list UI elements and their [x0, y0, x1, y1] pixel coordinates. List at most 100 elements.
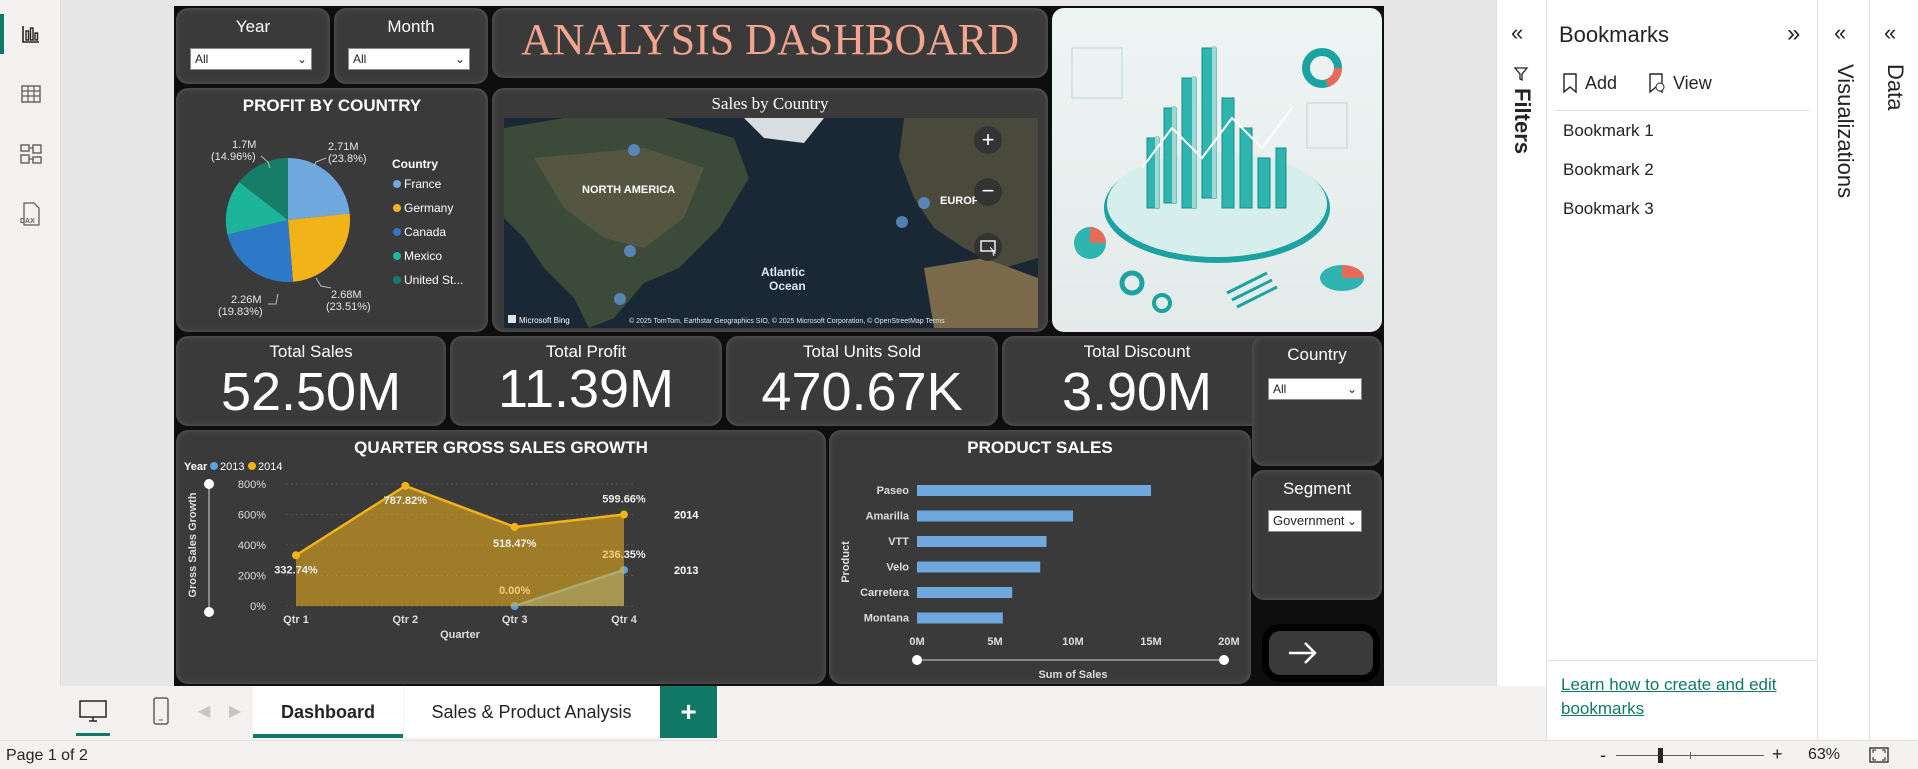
page-tab-bar: ◀ ▶ Dashboard Sales & Product Analysis +	[61, 686, 1496, 738]
pie-slice-mexico[interactable]	[225, 182, 288, 235]
sales-by-country-card: Sales by Country NORTH AMERICA EUROP Atl…	[492, 88, 1048, 332]
map-zoom-out-button[interactable]: −	[974, 178, 1002, 206]
expand-visualizations-icon[interactable]: «	[1834, 20, 1847, 45]
zoom-slider-thumb[interactable]	[1658, 748, 1663, 763]
profit-pie-chart: 2.71M (23.8%) 2.68M (23.51%) 2.26M (19.8…	[211, 139, 463, 318]
bar-category-label: Amarilla	[866, 511, 910, 523]
country-dropdown-value: All	[1273, 382, 1287, 396]
pie-slice-france[interactable]	[288, 158, 350, 220]
chevron-down-icon: ⌄	[296, 52, 307, 66]
kpi-total-discount: Total Discount 3.90M	[1002, 336, 1272, 426]
month-slicer: Month All ⌄	[334, 8, 488, 84]
pie-label-value: 2.26M	[231, 294, 262, 306]
add-page-button[interactable]: +	[660, 686, 717, 738]
country-slicer: Country All ⌄	[1252, 336, 1382, 466]
next-tab-icon[interactable]: ▶	[229, 703, 242, 720]
bookmark-item[interactable]: Bookmark 2	[1563, 160, 1654, 179]
zoom-slider[interactable]	[1616, 748, 1764, 763]
kpi-title: Total Sales	[269, 342, 353, 361]
bookmark-item[interactable]: Bookmark 3	[1563, 199, 1654, 218]
tab-dashboard[interactable]: Dashboard	[253, 686, 403, 738]
bar-category-label: Carretera	[860, 587, 910, 599]
x-axis-label: Sum of Sales	[1038, 669, 1107, 681]
segment-dropdown[interactable]: Government ⌄	[1268, 510, 1362, 532]
dashboard-title: ANALYSIS DASHBOARD	[492, 8, 1048, 78]
chevron-down-icon: ⌄	[454, 52, 465, 66]
pie-label-pct: (23.8%)	[328, 153, 367, 165]
map-zoom-in-button[interactable]: +	[974, 126, 1002, 154]
pie-label-value: 2.71M	[328, 141, 359, 153]
model-view-icon[interactable]	[14, 137, 48, 171]
month-dropdown-value: All	[353, 52, 367, 66]
pie-slice-canada[interactable]	[227, 220, 293, 283]
map-select-button[interactable]	[974, 233, 1002, 261]
add-bookmark-button[interactable]: Add	[1561, 72, 1617, 94]
y-tick-label: 800%	[238, 479, 266, 491]
report-page: Year All ⌄ Month All ⌄ ANALYSIS DASHBOAR…	[174, 6, 1384, 686]
y-tick-label: 600%	[238, 510, 266, 522]
country-dropdown[interactable]: All ⌄	[1268, 378, 1362, 400]
map-label-europe: EUROP	[940, 195, 979, 207]
next-page-button[interactable]	[1262, 624, 1380, 682]
legend-item-germany: Germany	[404, 201, 453, 215]
bar-amarilla	[917, 510, 1073, 522]
pie-label-pct: (19.83%)	[218, 306, 263, 318]
expand-filters-icon[interactable]: «	[1511, 20, 1524, 45]
bookmark-item[interactable]: Bookmark 1	[1563, 121, 1654, 140]
data-label: 332.74%	[274, 564, 318, 576]
map-label-ocean: Ocean	[769, 279, 806, 293]
bar-category-label: Montana	[864, 613, 910, 625]
profit-by-country-title: PROFIT BY COUNTRY	[242, 96, 422, 115]
x-tick-label: 15M	[1140, 636, 1161, 648]
learn-bookmarks-link[interactable]: Learn how to create and edit bookmarks	[1561, 675, 1777, 718]
bar-paseo	[917, 485, 1151, 496]
x-range-slider-handle	[912, 655, 922, 665]
bookmarks-title: Bookmarks	[1559, 22, 1670, 47]
table-view-icon[interactable]	[14, 77, 48, 111]
product-sales-chart: Paseo Amarilla VTT Velo Carretera Montana Prod…	[840, 485, 1240, 681]
data-label: 518.47%	[493, 538, 537, 550]
pie-label-value: 2.68M	[331, 289, 362, 301]
bar-vtt	[917, 536, 1047, 547]
expand-data-icon[interactable]: «	[1884, 20, 1897, 45]
zoom-in-button[interactable]: +	[1772, 744, 1783, 764]
filters-pane[interactable]: « Filters	[1496, 0, 1546, 686]
month-dropdown[interactable]: All ⌄	[348, 48, 470, 70]
pie-slice-united-states[interactable]	[239, 158, 288, 220]
data-label: 787.82%	[384, 495, 428, 507]
legend-item-mexico: Mexico	[404, 249, 442, 263]
x-tick-label: 0M	[909, 636, 924, 648]
month-slicer-label: Month	[387, 17, 435, 36]
kpi-total-profit: Total Profit 11.39M	[450, 336, 722, 426]
fit-to-page-icon[interactable]	[1868, 746, 1890, 769]
product-sales-title: PRODUCT SALES	[967, 438, 1113, 457]
data-label: Data	[1883, 64, 1908, 111]
dax-query-icon[interactable]: DAX	[14, 197, 48, 231]
series-end-label: 2014	[674, 510, 699, 522]
y-tick-label: 0%	[250, 601, 266, 613]
tab-sales-product-analysis[interactable]: Sales & Product Analysis	[404, 686, 659, 738]
data-point	[401, 481, 410, 490]
pie-slice-germany[interactable]	[288, 213, 351, 282]
kpi-total-units-sold: Total Units Sold 470.67K	[726, 336, 998, 426]
data-pane[interactable]: « Data	[1869, 0, 1918, 740]
desktop-layout-icon[interactable]	[76, 696, 110, 736]
kpi-value: 11.39M	[497, 359, 675, 419]
view-bookmark-button[interactable]: View	[1647, 72, 1712, 94]
svg-text:DAX: DAX	[20, 218, 35, 225]
previous-tab-icon[interactable]: ◀	[198, 703, 211, 720]
year-dropdown[interactable]: All ⌄	[190, 48, 312, 70]
x-tick-label: Qtr 4	[611, 614, 638, 626]
legend-item-2014: 2014	[258, 461, 282, 473]
area-fill-2014	[296, 485, 624, 606]
zoom-out-button[interactable]: -	[1600, 745, 1606, 765]
visualizations-pane[interactable]: « Visualizations	[1817, 0, 1869, 740]
legend-item-united-states: United St...	[404, 273, 463, 287]
map-view[interactable]: NORTH AMERICA EUROP Atlantic Ocean Micro…	[504, 118, 1038, 328]
collapse-bookmarks-icon[interactable]: »	[1787, 20, 1801, 47]
mobile-layout-icon[interactable]	[151, 696, 171, 731]
report-view-icon[interactable]	[14, 17, 48, 51]
quarter-growth-title: QUARTER GROSS SALES GROWTH	[354, 438, 648, 457]
data-label: 599.66%	[602, 494, 646, 506]
rectangle-select-icon	[980, 240, 997, 257]
